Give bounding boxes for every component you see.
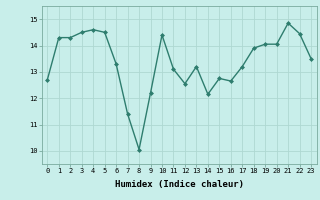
- X-axis label: Humidex (Indice chaleur): Humidex (Indice chaleur): [115, 180, 244, 189]
